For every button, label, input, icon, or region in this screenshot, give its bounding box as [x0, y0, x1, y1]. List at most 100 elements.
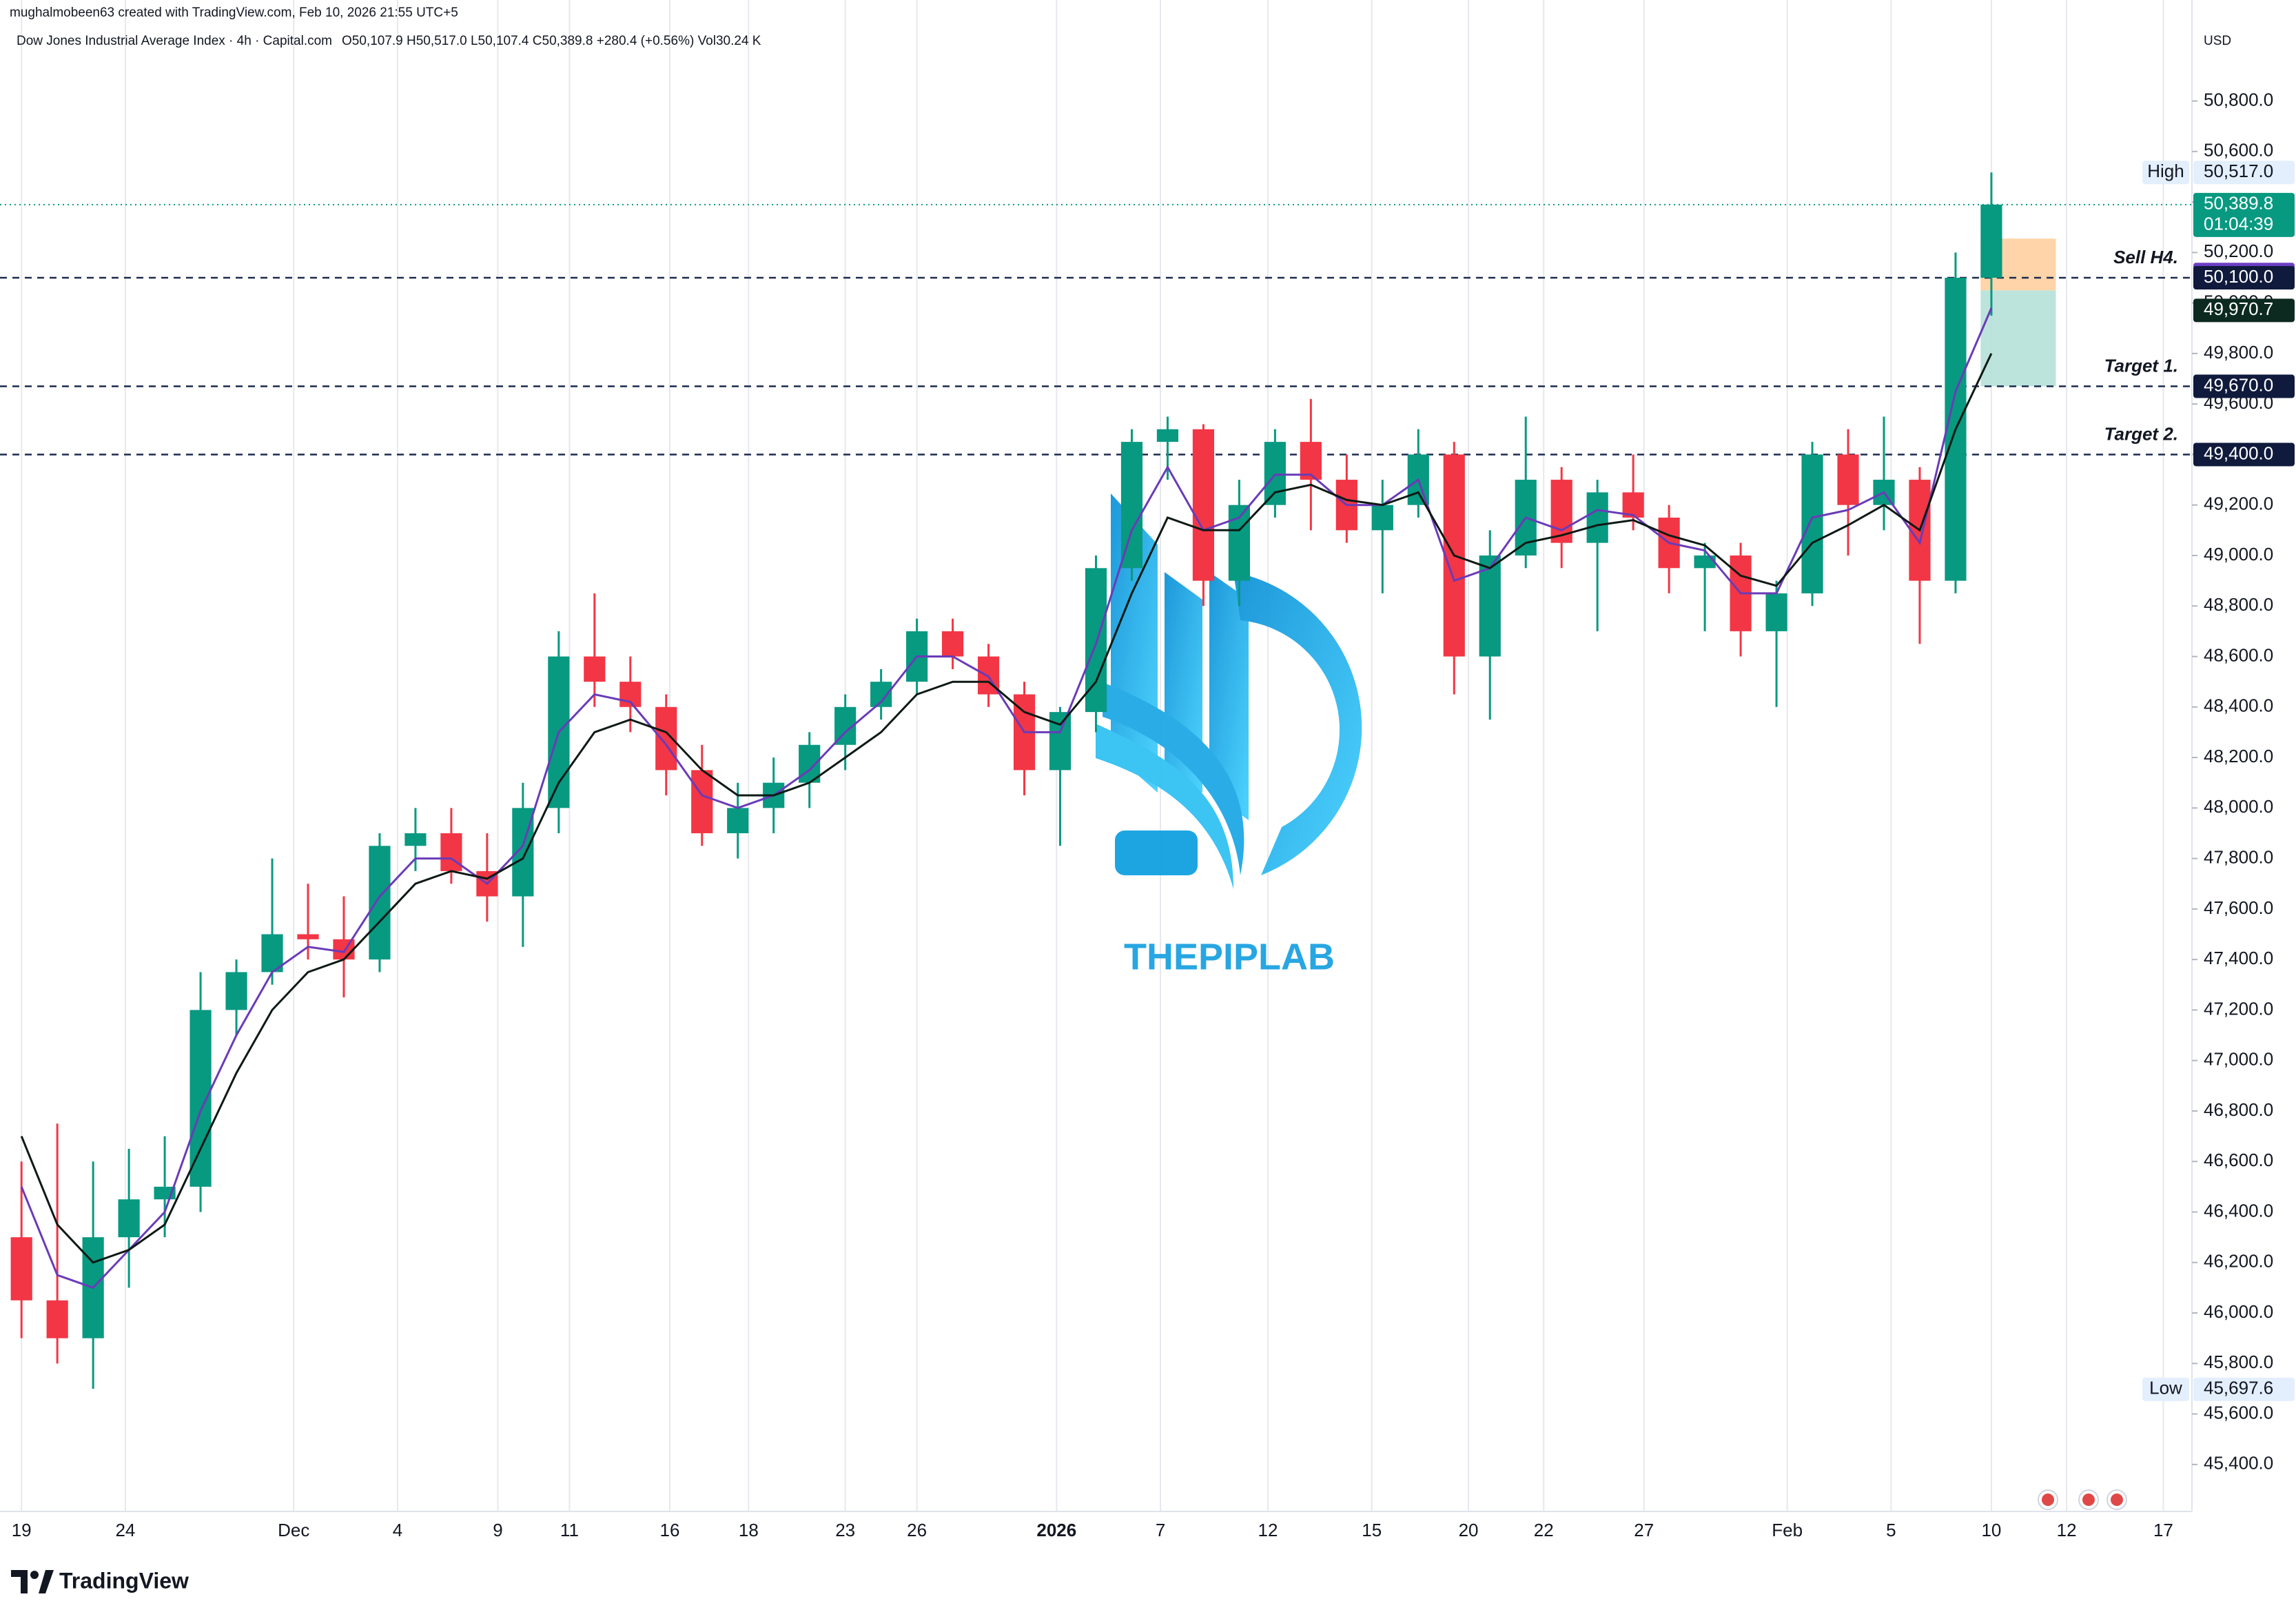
- price-label: 45,697.6: [2204, 1378, 2273, 1398]
- logo-bar: [1209, 572, 1249, 820]
- price-label: 49,970.7: [2204, 298, 2273, 319]
- y-tick-label: 46,800.0: [2204, 1099, 2273, 1120]
- price-tag-box: [2142, 161, 2189, 185]
- event-icon: [2111, 1494, 2123, 1506]
- y-tick-label: 48,400.0: [2204, 695, 2273, 716]
- price-label-box: [2193, 161, 2295, 185]
- x-tick-label: Feb: [1772, 1520, 1803, 1540]
- price-label-box: [2193, 442, 2295, 467]
- brand-mark: [39, 1570, 54, 1593]
- chart-title: Dow Jones Industrial Average Index · 4h …: [17, 34, 332, 48]
- y-tick-label: 46,200.0: [2204, 1251, 2273, 1272]
- x-tick-label: 4: [393, 1520, 402, 1540]
- price-tag: High: [2147, 161, 2184, 181]
- level-label: Target 2.: [2104, 423, 2178, 444]
- candle-body: [1765, 593, 1787, 631]
- moving-average: [20, 353, 1993, 1264]
- logo-swoosh: [1096, 724, 1233, 889]
- candle-body: [1801, 454, 1823, 593]
- x-tick-label: 9: [493, 1520, 502, 1540]
- y-tick-label: 46,400.0: [2204, 1200, 2273, 1221]
- y-tick-label: 50,200.0: [2204, 241, 2273, 261]
- x-tick-label: 18: [739, 1520, 759, 1540]
- candle-body: [941, 631, 964, 657]
- x-tick-label: 2026: [1036, 1520, 1076, 1540]
- grid-layer: [21, 0, 2164, 1511]
- y-tick-label: 46,000.0: [2204, 1301, 2273, 1322]
- moving-average: [20, 307, 1993, 1290]
- level-label: Target 1.: [2104, 355, 2178, 376]
- watermark-text: THEPIPLAB: [1124, 936, 1335, 977]
- candle-body: [1371, 505, 1393, 531]
- candle-body: [1085, 568, 1107, 713]
- brand-name: TradingView: [59, 1568, 189, 1593]
- candle-body: [369, 846, 391, 960]
- candle-body: [1300, 442, 1322, 480]
- x-tick-label: 15: [1362, 1520, 1382, 1540]
- price-label: 50,100.0: [2204, 266, 2273, 287]
- candle-body: [1837, 454, 1859, 505]
- x-tick-label: 22: [1534, 1520, 1554, 1540]
- candle-body: [261, 934, 283, 972]
- y-tick-label: 47,200.0: [2204, 998, 2273, 1019]
- y-tick-label: 50,600.0: [2204, 140, 2273, 161]
- price-label-box: [2193, 298, 2295, 323]
- price-tag: Low: [2149, 1378, 2182, 1398]
- x-tick-label: 27: [1634, 1520, 1654, 1540]
- x-tick-label: 12: [2057, 1520, 2077, 1540]
- candle-body: [727, 808, 749, 833]
- candle-body: [118, 1199, 140, 1238]
- logo-block: [1115, 831, 1198, 875]
- candle-body: [1156, 429, 1179, 442]
- x-tick-label: 10: [1981, 1520, 2001, 1540]
- watermark-logo: THEPIPLAB: [1096, 493, 1362, 977]
- x-tick-label: 12: [1258, 1520, 1278, 1540]
- y-tick-label: 48,000.0: [2204, 796, 2273, 817]
- candle-body: [1694, 555, 1716, 569]
- price-label-box: [2193, 1377, 2295, 1401]
- y-tick-label: 45,400.0: [2204, 1453, 2273, 1474]
- candle-body: [225, 972, 247, 1010]
- x-tick-label: 20: [1459, 1520, 1479, 1540]
- x-tick-label: 17: [2153, 1520, 2173, 1540]
- x-tick-label: 23: [835, 1520, 855, 1540]
- currency: USD: [2204, 34, 2231, 48]
- y-tick-label: 47,400.0: [2204, 948, 2273, 968]
- y-tick-label: 47,800.0: [2204, 846, 2273, 867]
- x-tick-label: 11: [560, 1520, 579, 1540]
- candle-body: [46, 1300, 68, 1338]
- x-tick-label: 7: [1156, 1520, 1165, 1540]
- price-label: 49,400.0: [2204, 442, 2273, 463]
- brand-mark: [30, 1571, 39, 1579]
- logo-swoosh: [1103, 682, 1244, 875]
- target-zone: [1980, 290, 2056, 387]
- candle-body: [1120, 442, 1143, 569]
- candle-body: [189, 1010, 212, 1187]
- candle-body: [297, 934, 319, 939]
- y-tick-label: 49,200.0: [2204, 493, 2273, 514]
- logo-arc: [1233, 572, 1362, 875]
- candle-body: [1586, 492, 1608, 543]
- brand-mark: [11, 1570, 28, 1593]
- candle-body: [1049, 712, 1072, 771]
- x-tick-label: 5: [1886, 1520, 1896, 1540]
- candle-body: [1980, 204, 2002, 278]
- event-icons: [2038, 1489, 2127, 1510]
- y-tick-label: 48,800.0: [2204, 594, 2273, 615]
- level-label: Sell H4.: [2113, 247, 2178, 267]
- plot-layer: Sell H4. Target 1. Target 2.: [0, 172, 2192, 1389]
- y-tick-label: 49,800.0: [2204, 342, 2273, 363]
- y-tick-label: 48,200.0: [2204, 746, 2273, 766]
- candle-body: [404, 833, 427, 846]
- countdown: 01:04:39: [2204, 214, 2273, 234]
- x-tick-label: 19: [12, 1520, 32, 1540]
- candle-body: [655, 706, 677, 771]
- candle-body: [333, 939, 355, 960]
- x-tick-label: Dec: [278, 1520, 309, 1540]
- candle-body: [691, 770, 713, 833]
- x-tick-label: 24: [115, 1520, 135, 1540]
- brand-logo: TradingView: [11, 1568, 189, 1593]
- y-tick-label: 47,600.0: [2204, 897, 2273, 918]
- candle-body: [10, 1237, 32, 1301]
